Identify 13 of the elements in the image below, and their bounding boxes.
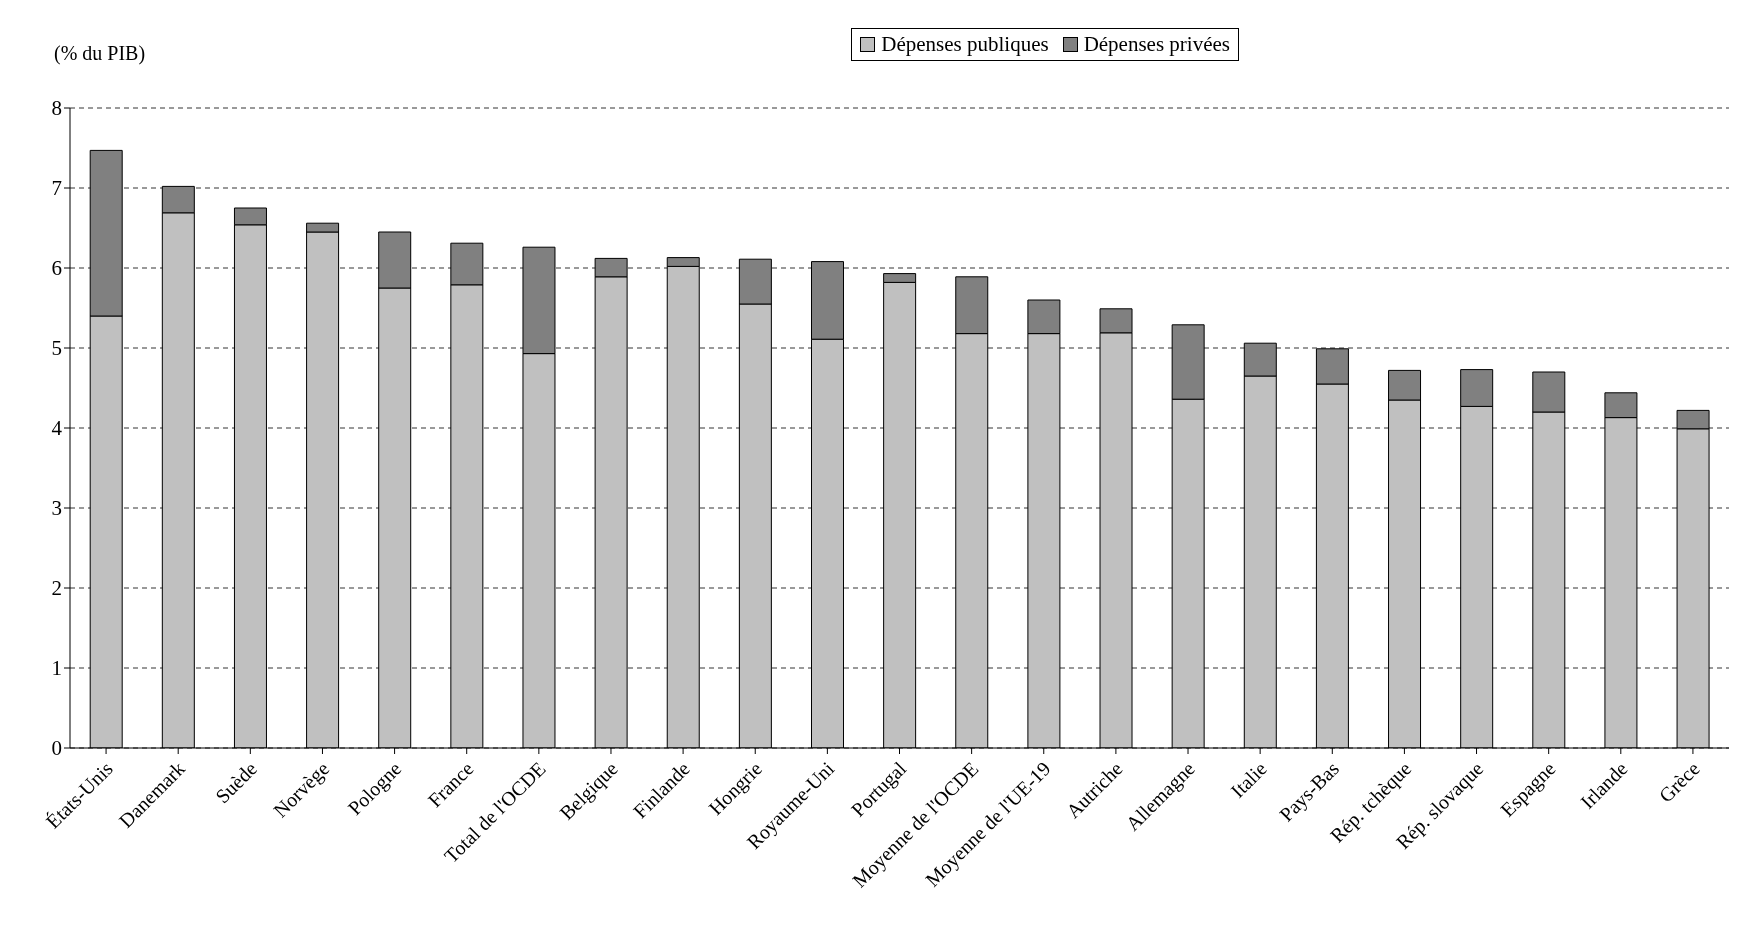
- y-tick-label: 6: [51, 256, 62, 281]
- y-axis-title: (% du PIB): [54, 42, 146, 65]
- y-tick-label: 3: [51, 496, 62, 521]
- y-tick-label: 1: [51, 656, 62, 681]
- y-tick-label: 8: [51, 96, 62, 121]
- y-tick-label: 5: [51, 336, 62, 361]
- y-tick-label: 7: [51, 176, 62, 201]
- x-tick-label: Italie: [1226, 757, 1272, 802]
- legend-label: Dépenses publiques: [880, 32, 1049, 57]
- legend-label: Dépenses privées: [1082, 32, 1230, 57]
- y-tick-label: 4: [51, 416, 63, 441]
- y-tick-label: 0: [51, 736, 62, 761]
- y-tick-label: 2: [51, 576, 62, 601]
